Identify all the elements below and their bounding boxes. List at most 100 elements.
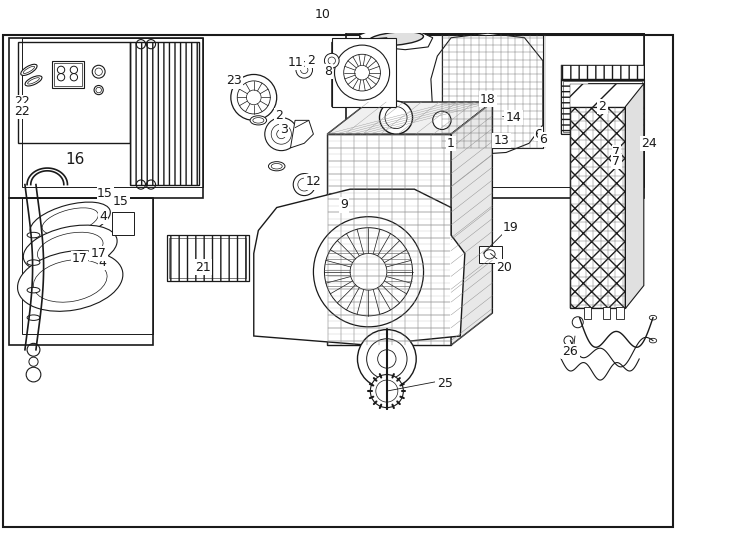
Ellipse shape <box>484 249 495 259</box>
Text: 14: 14 <box>506 111 521 124</box>
Bar <box>617 307 624 320</box>
Text: 21: 21 <box>195 261 211 274</box>
Text: 7: 7 <box>612 146 620 159</box>
Bar <box>130 42 199 185</box>
Ellipse shape <box>30 202 110 240</box>
Ellipse shape <box>599 102 615 111</box>
Bar <box>332 38 396 106</box>
Text: 10: 10 <box>315 8 330 21</box>
Ellipse shape <box>650 315 657 320</box>
Bar <box>570 84 644 106</box>
Bar <box>52 60 84 88</box>
Circle shape <box>296 62 313 78</box>
Text: 4: 4 <box>99 210 107 223</box>
Text: 18: 18 <box>480 93 495 106</box>
Ellipse shape <box>27 315 40 320</box>
Text: 17: 17 <box>91 247 106 260</box>
Circle shape <box>371 375 404 408</box>
Circle shape <box>573 317 584 328</box>
Circle shape <box>335 45 390 100</box>
Bar <box>562 79 644 134</box>
Bar <box>584 307 592 320</box>
Text: 2: 2 <box>598 100 606 113</box>
Bar <box>563 81 642 132</box>
Bar <box>562 65 644 79</box>
Text: 4: 4 <box>98 256 106 269</box>
Bar <box>346 33 644 198</box>
Bar <box>54 63 82 86</box>
Bar <box>603 307 610 320</box>
Circle shape <box>324 53 339 68</box>
Bar <box>23 38 203 187</box>
Text: 23: 23 <box>225 75 241 87</box>
Circle shape <box>385 106 407 129</box>
Text: 22: 22 <box>14 105 29 118</box>
Bar <box>9 38 203 198</box>
Polygon shape <box>327 102 493 134</box>
Bar <box>570 106 625 308</box>
Text: 8: 8 <box>324 65 332 78</box>
Polygon shape <box>291 120 313 148</box>
Text: 13: 13 <box>494 134 509 147</box>
Bar <box>23 198 153 334</box>
Text: 22: 22 <box>14 96 29 109</box>
Text: 15: 15 <box>97 187 113 200</box>
Polygon shape <box>254 189 465 345</box>
Text: 24: 24 <box>642 137 657 150</box>
Text: 3: 3 <box>280 123 288 136</box>
Bar <box>479 246 501 262</box>
Bar <box>442 35 543 148</box>
Text: 9: 9 <box>340 198 348 211</box>
Text: 26: 26 <box>562 345 578 358</box>
Ellipse shape <box>252 118 264 123</box>
Ellipse shape <box>37 232 103 266</box>
Ellipse shape <box>28 78 40 84</box>
Ellipse shape <box>33 260 107 302</box>
Text: 25: 25 <box>437 377 453 390</box>
Ellipse shape <box>21 64 37 76</box>
Polygon shape <box>451 102 493 345</box>
Polygon shape <box>327 134 451 345</box>
Text: 11: 11 <box>287 56 303 69</box>
Circle shape <box>564 336 573 345</box>
Bar <box>167 235 249 281</box>
Ellipse shape <box>25 76 42 86</box>
Text: 20: 20 <box>496 261 512 274</box>
Text: 17: 17 <box>71 252 87 265</box>
Ellipse shape <box>269 161 285 171</box>
Ellipse shape <box>23 66 34 73</box>
Ellipse shape <box>27 287 40 293</box>
Circle shape <box>323 194 341 212</box>
Circle shape <box>230 75 277 120</box>
Circle shape <box>265 118 298 151</box>
Text: 7: 7 <box>612 155 620 168</box>
Circle shape <box>313 217 424 327</box>
Bar <box>112 212 134 235</box>
Ellipse shape <box>18 251 123 312</box>
Ellipse shape <box>42 208 98 235</box>
Text: 1: 1 <box>447 137 455 150</box>
Bar <box>562 79 644 134</box>
Ellipse shape <box>650 338 657 343</box>
Circle shape <box>433 111 451 130</box>
Polygon shape <box>625 84 644 308</box>
Circle shape <box>357 329 416 388</box>
Text: 2: 2 <box>275 109 283 122</box>
Bar <box>562 65 644 79</box>
Polygon shape <box>332 38 396 106</box>
Bar <box>18 42 130 143</box>
Ellipse shape <box>23 225 117 273</box>
Text: 6: 6 <box>539 133 547 146</box>
Ellipse shape <box>250 116 266 125</box>
Ellipse shape <box>271 164 282 169</box>
Bar <box>170 238 247 278</box>
Ellipse shape <box>602 104 613 109</box>
Text: 16: 16 <box>64 151 84 166</box>
Bar <box>130 42 199 185</box>
Bar <box>360 33 644 187</box>
Text: 15: 15 <box>113 194 128 207</box>
Text: 6: 6 <box>534 127 542 140</box>
Text: 19: 19 <box>503 221 519 234</box>
Circle shape <box>293 173 316 195</box>
Ellipse shape <box>27 232 40 238</box>
